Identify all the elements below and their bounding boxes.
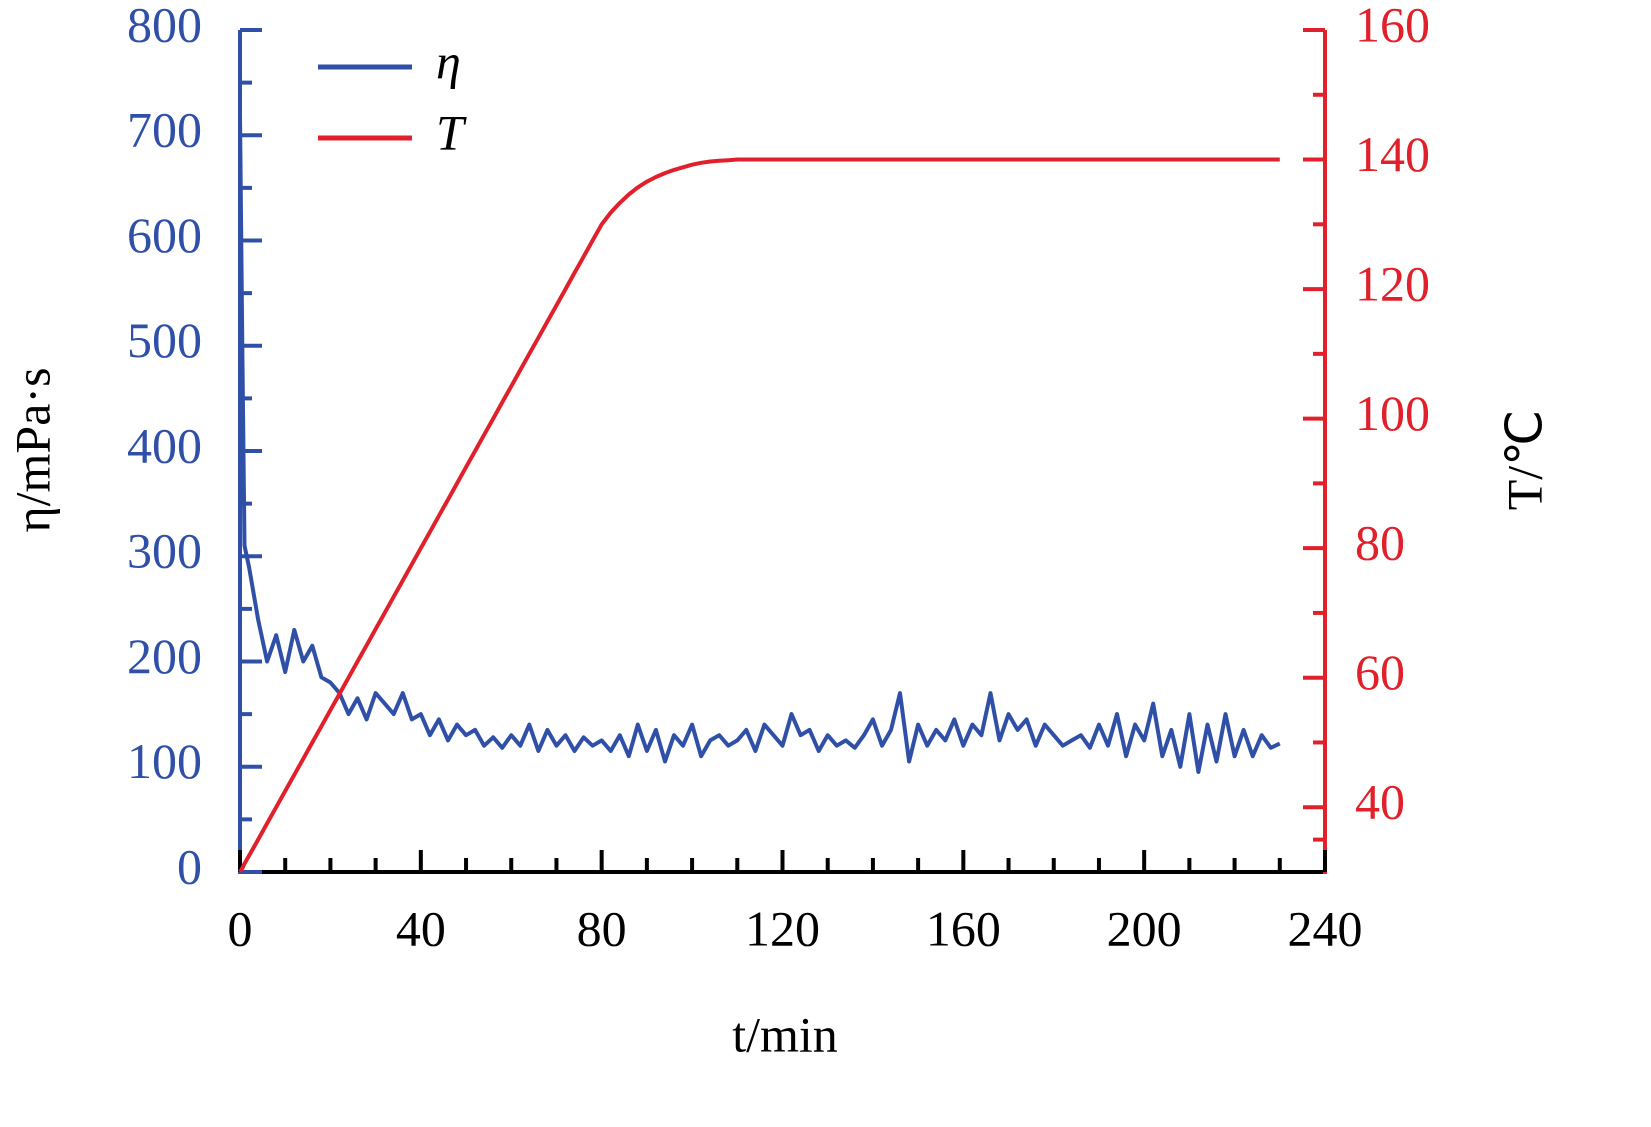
y2-axis-title: T/℃: [1496, 410, 1552, 511]
x-tick-label: 0: [228, 900, 253, 956]
x-tick-label: 240: [1288, 900, 1363, 956]
y2-tick-label: 100: [1355, 385, 1430, 441]
series-line: [238, 157, 1280, 874]
y-axis-title: η/mPa·s: [4, 367, 60, 532]
y-tick-label: 400: [127, 417, 202, 473]
legend-label: η: [436, 33, 461, 89]
y-tick-label: 500: [127, 312, 202, 368]
y-tick-label: 700: [127, 102, 202, 158]
y-tick-label: 100: [127, 733, 202, 789]
y2-tick-label: 80: [1355, 515, 1405, 571]
x-tick-label: 40: [396, 900, 446, 956]
x-axis-title: t/min: [732, 1006, 838, 1062]
y2-tick-label: 160: [1355, 0, 1430, 52]
y-tick-label: 300: [127, 523, 202, 579]
y2-tick-label: 120: [1355, 256, 1430, 312]
y2-tick-label: 60: [1355, 644, 1405, 700]
y-tick-label: 800: [127, 0, 202, 52]
y2-tick-label: 140: [1355, 126, 1430, 182]
y2-tick-label: 40: [1355, 774, 1405, 830]
x-tick-label: 160: [926, 900, 1001, 956]
y-tick-label: 0: [177, 838, 202, 894]
y-tick-label: 600: [127, 207, 202, 263]
x-tick-label: 200: [1107, 900, 1182, 956]
x-tick-label: 120: [745, 900, 820, 956]
legend-label: T: [436, 104, 467, 160]
y-tick-label: 200: [127, 628, 202, 684]
series-line: [238, 114, 1281, 774]
x-tick-label: 80: [577, 900, 627, 956]
